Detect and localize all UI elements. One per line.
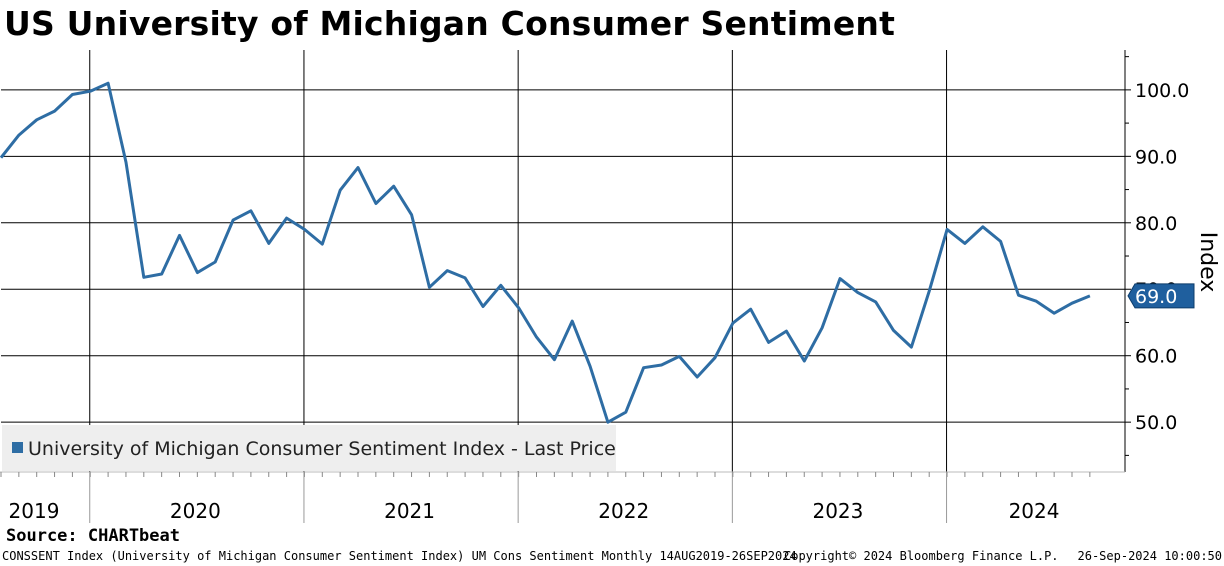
last-value-label: 69.0 — [1135, 286, 1177, 308]
y-tick-label: 100.0 — [1135, 80, 1189, 102]
y-tick-label: 50.0 — [1135, 412, 1177, 434]
chart-title: US University of Michigan Consumer Senti… — [4, 4, 896, 43]
year-label: 2023 — [812, 499, 863, 523]
footer-description: CONSSENT Index (University of Michigan C… — [2, 549, 797, 563]
year-label: 2021 — [384, 499, 435, 523]
footer-timestamp: 26-Sep-2024 10:00:50 — [1077, 549, 1223, 563]
legend: University of Michigan Consumer Sentimen… — [2, 425, 616, 471]
legend-label: University of Michigan Consumer Sentimen… — [28, 438, 616, 460]
legend-swatch — [12, 442, 23, 453]
year-labels: 2019 2020 2021 2022 2023 2024 — [9, 472, 1060, 523]
source-note: Source: CHARTbeat — [6, 526, 180, 546]
legend-background — [2, 425, 616, 471]
last-value-marker: 69.0 — [1127, 283, 1195, 309]
year-label: 2019 — [9, 499, 60, 523]
grid-layer — [1, 50, 1125, 472]
year-label: 2020 — [170, 499, 221, 523]
footer-copyright: Copyright© 2024 Bloomberg Finance L.P. — [784, 549, 1059, 563]
year-label: 2022 — [598, 499, 649, 523]
series-line — [0, 81, 1091, 424]
y-tick-label: 60.0 — [1135, 346, 1177, 368]
last-value-flag — [1127, 283, 1195, 309]
y-tick-label: 90.0 — [1135, 146, 1177, 168]
y-axis-label: Index — [1195, 232, 1220, 293]
series-layer — [0, 81, 1091, 424]
year-label: 2024 — [1009, 499, 1060, 523]
y-tick-label: 80.0 — [1135, 213, 1177, 235]
